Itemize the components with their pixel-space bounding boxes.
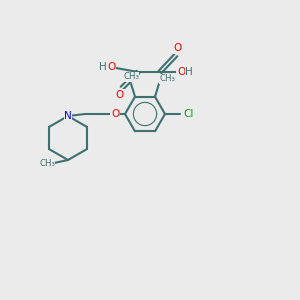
Text: N: N — [64, 111, 72, 121]
Text: Cl: Cl — [184, 109, 194, 119]
Text: CH₃: CH₃ — [123, 72, 139, 81]
Text: CH₃: CH₃ — [159, 74, 175, 83]
Text: O: O — [177, 67, 185, 77]
Text: H: H — [99, 62, 107, 72]
Text: O: O — [116, 90, 124, 100]
Text: CH₃: CH₃ — [39, 158, 55, 167]
Text: O: O — [107, 62, 115, 72]
Text: H: H — [185, 67, 193, 77]
Text: O: O — [111, 109, 119, 119]
Text: O: O — [174, 43, 182, 53]
